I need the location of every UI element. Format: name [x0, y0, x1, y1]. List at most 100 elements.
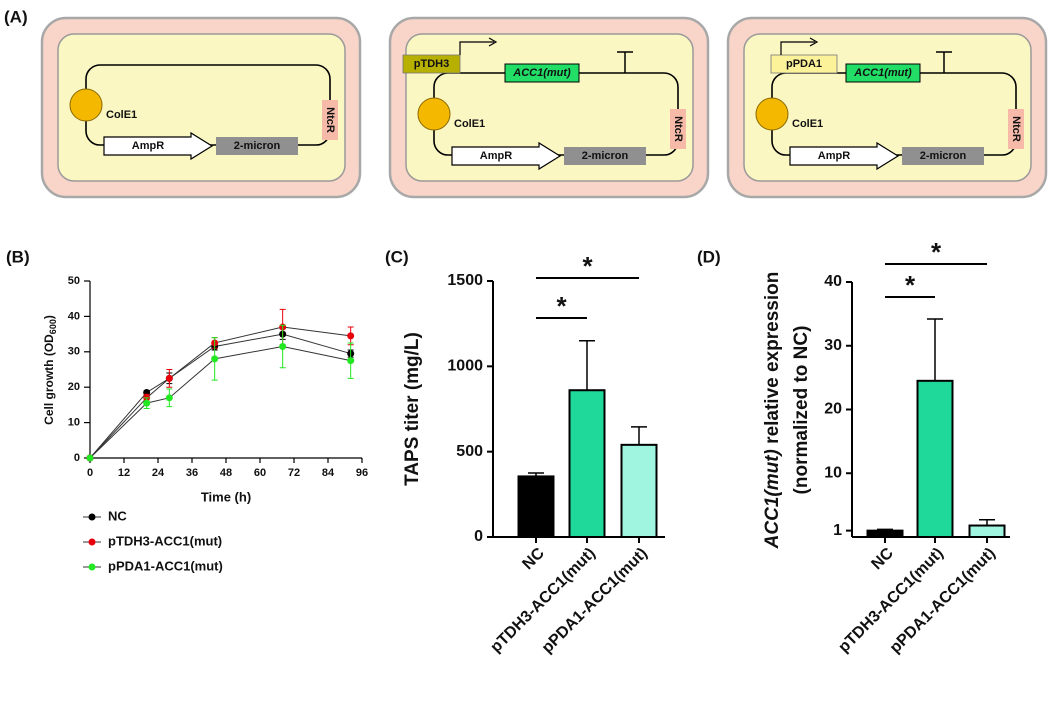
x-tick-label: 84: [322, 467, 335, 479]
y-label-italic: ACC1(mut): [762, 449, 783, 549]
origin: [755, 97, 789, 131]
bar: [916, 379, 954, 538]
y-tick-label: 30: [824, 337, 842, 354]
marker-label: NtcR: [324, 107, 336, 133]
bar: [968, 524, 1006, 539]
data-point: [279, 342, 287, 350]
data-point: [165, 374, 173, 382]
terminator: [936, 51, 952, 73]
panel-label: (A): [4, 7, 28, 26]
replicon-label: 2-micron: [582, 150, 629, 162]
y-axis-label: Cell growth (OD600): [42, 315, 58, 425]
resistance-label: AmpR: [132, 140, 164, 152]
legend-label: pPDA1-ACC1(mut): [108, 558, 223, 573]
y-axis-label: (normalized to NC): [791, 326, 812, 495]
y-tick-label: 0: [474, 528, 483, 545]
y-tick-label: 30: [68, 346, 80, 358]
legend-label: NC: [108, 508, 127, 523]
origin: [417, 97, 451, 131]
marker-label: NtcR: [1010, 116, 1022, 142]
panel-label: (B): [6, 247, 30, 266]
data-point: [165, 394, 173, 402]
x-tick-label: 12: [118, 467, 130, 479]
promoter-label: pPDA1: [786, 58, 822, 70]
y-tick-label: 0: [74, 452, 80, 464]
y-label-text: relative expression: [762, 272, 783, 449]
x-tick-label: 24: [152, 467, 165, 479]
promoter-label: pTDH3: [414, 58, 449, 70]
significance-label: *: [931, 237, 942, 267]
data-point: [143, 399, 151, 407]
marker: [1008, 109, 1024, 149]
transcription-arrow: [780, 41, 815, 55]
y-tick-label: 20: [68, 381, 80, 393]
panel-label: (C): [385, 247, 409, 266]
x-tick-label: pPDA1-ACC1(mut): [539, 545, 651, 657]
transcription-arrow: [459, 41, 494, 55]
significance-label: *: [582, 251, 593, 281]
origin-label: ColE1: [454, 118, 485, 130]
error-bar: [631, 426, 647, 445]
x-tick-label: 0: [87, 467, 93, 479]
arrow-head: [488, 37, 498, 47]
replicon: [216, 137, 298, 155]
gene-label: ACC1(mut): [853, 67, 912, 79]
marker-label: NtcR: [672, 116, 684, 142]
y-label-subscript: 600: [48, 319, 58, 334]
origin: [69, 88, 103, 122]
y-tick-label: 40: [824, 273, 842, 290]
series-line: [89, 345, 351, 459]
y-tick-label: 1500: [447, 272, 483, 289]
terminator: [617, 51, 633, 73]
x-tick-label: NC: [519, 544, 548, 573]
y-tick-label: 500: [456, 443, 483, 460]
y-tick-label: 20: [824, 401, 842, 418]
y-axis-label: ACC1(mut) relative expression: [762, 272, 783, 550]
x-tick-label: 36: [186, 467, 198, 479]
bar: [517, 475, 555, 538]
panel-label: (D): [697, 247, 721, 266]
x-tick-label: 72: [288, 467, 300, 479]
gene: [504, 63, 580, 83]
legend-marker: [88, 538, 96, 546]
y-label-text: ): [42, 315, 56, 319]
significance-label: *: [905, 270, 916, 300]
replicon: [564, 147, 646, 165]
replicon-label: 2-micron: [920, 150, 967, 162]
marker: [322, 100, 338, 140]
resistance-label: AmpR: [818, 150, 850, 162]
y-axis-label: TAPS titer (mg/L): [402, 332, 423, 486]
error-bar: [927, 318, 943, 381]
origin-label: ColE1: [792, 118, 823, 130]
significance-label: *: [556, 291, 567, 321]
replicon-label: 2-micron: [234, 140, 281, 152]
series-line: [89, 326, 351, 459]
x-tick-label: 48: [220, 467, 232, 479]
x-tick-label: pPDA1-ACC1(mut): [887, 545, 999, 657]
legend-label: pTDH3-ACC1(mut): [108, 533, 222, 548]
error-bar: [579, 339, 595, 391]
gene-label: ACC1(mut): [512, 67, 571, 79]
y-tick-label: 50: [68, 275, 80, 287]
resistance-arrow: [451, 141, 562, 171]
data-point: [347, 357, 355, 365]
origin-label: ColE1: [106, 109, 137, 121]
y-tick-label: 10: [824, 464, 842, 481]
data-point: [347, 332, 355, 340]
bar: [620, 443, 658, 538]
replicon: [902, 147, 984, 165]
x-tick-label: 96: [356, 467, 368, 479]
y-label-text: Cell growth (OD: [42, 334, 56, 425]
promoter: [770, 54, 838, 74]
y-tick-label: 10: [68, 417, 80, 429]
resistance-arrow: [103, 131, 214, 161]
y-tick-label: 1: [833, 522, 842, 539]
legend-marker: [88, 563, 96, 571]
data-point: [211, 355, 219, 363]
arrow-head: [809, 37, 819, 47]
data-point: [86, 454, 94, 462]
cell-interior: [405, 33, 694, 182]
x-tick-label: NC: [868, 544, 897, 573]
x-axis-label: Time (h): [201, 489, 251, 504]
